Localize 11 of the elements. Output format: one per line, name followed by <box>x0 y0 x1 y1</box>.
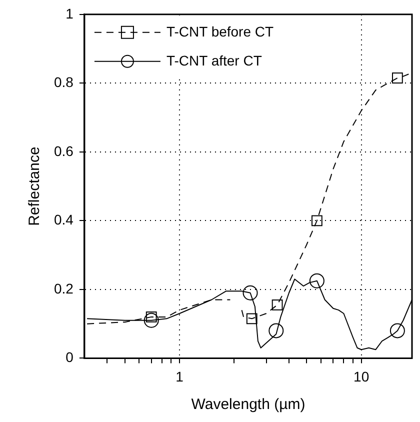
legend-label: T-CNT before CT <box>166 23 274 40</box>
y-tick-label: 1 <box>66 5 74 22</box>
x-axis-title: Wavelength (µm) <box>191 396 306 414</box>
y-tick-label: 0.2 <box>54 280 74 296</box>
legend-label: T-CNT after CT <box>166 52 262 68</box>
y-tick-label: 0.6 <box>54 142 74 159</box>
y-tick-label: 0 <box>66 349 74 366</box>
y-tick-label: 0.4 <box>54 212 74 228</box>
y-axis-title: Reflectance <box>26 146 44 226</box>
y-tick-label: 0.8 <box>54 74 74 90</box>
x-tick-label: 10 <box>354 368 370 384</box>
